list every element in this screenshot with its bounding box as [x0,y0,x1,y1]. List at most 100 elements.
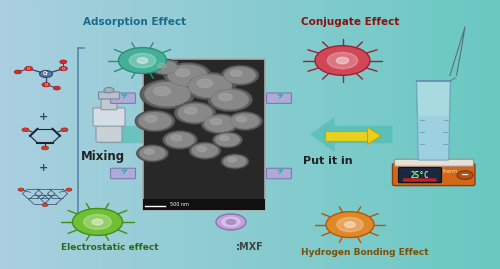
Bar [255,0,258,269]
Circle shape [144,149,154,154]
Circle shape [197,146,206,151]
Bar [375,0,378,269]
Text: O: O [62,67,65,70]
Bar [180,0,182,269]
Bar [285,0,288,269]
Circle shape [137,58,148,63]
Bar [348,0,350,269]
Bar [362,0,365,269]
Bar [162,0,165,269]
Circle shape [197,79,212,87]
Bar [355,0,358,269]
Bar [492,0,495,269]
Bar [290,0,292,269]
Circle shape [158,63,166,68]
Bar [345,0,348,269]
FancyBboxPatch shape [96,117,122,142]
Circle shape [326,212,374,238]
Bar [160,0,162,269]
Bar [485,0,488,269]
Circle shape [201,114,239,134]
Circle shape [42,83,50,87]
Circle shape [60,66,68,71]
Text: 25°C: 25°C [411,171,429,180]
Bar [462,0,465,269]
Bar [8,0,10,269]
Bar [350,0,352,269]
Bar [18,0,20,269]
Bar [128,0,130,269]
Bar [412,0,415,269]
Bar [95,0,98,269]
Bar [102,0,105,269]
Bar [292,0,295,269]
Bar [38,0,40,269]
Bar [75,0,78,269]
Text: Cr: Cr [43,72,49,76]
Bar [302,0,305,269]
Bar [188,0,190,269]
Circle shape [328,52,358,69]
Bar [252,0,255,269]
Bar [310,0,312,269]
Bar [142,0,145,269]
Circle shape [14,70,21,74]
Bar [468,0,470,269]
Circle shape [144,82,191,107]
Bar [262,0,265,269]
Bar [0,0,2,269]
Circle shape [136,145,168,162]
Bar [178,0,180,269]
Circle shape [40,70,52,77]
Polygon shape [416,81,450,160]
Bar [182,0,185,269]
Bar [158,0,160,269]
Bar [265,0,268,269]
Circle shape [204,115,236,132]
Bar [370,0,372,269]
Circle shape [220,136,229,141]
Bar [422,0,425,269]
Bar [10,0,12,269]
Bar [288,0,290,269]
Circle shape [222,217,240,227]
FancyBboxPatch shape [398,168,442,183]
Bar [450,0,452,269]
Bar [420,0,422,269]
Circle shape [336,57,348,64]
Bar [480,0,482,269]
Text: +: + [40,112,48,122]
Bar [272,0,275,269]
Bar [98,0,100,269]
Circle shape [154,87,170,96]
Circle shape [216,214,246,230]
Text: therm: therm [442,169,458,174]
Bar [172,0,175,269]
Bar [442,0,445,269]
Circle shape [177,103,213,123]
Circle shape [152,61,178,74]
Bar [30,0,32,269]
Circle shape [92,219,103,225]
Bar [135,0,138,269]
Bar [460,0,462,269]
Circle shape [118,48,166,73]
Circle shape [145,116,157,122]
Bar [430,0,432,269]
Circle shape [228,158,236,162]
Bar [400,0,402,269]
Bar [185,0,188,269]
Bar [495,0,498,269]
Text: +: + [40,163,48,173]
Circle shape [219,94,232,101]
Bar [202,0,205,269]
Bar [32,0,35,269]
Text: :MXF: :MXF [236,242,264,253]
Circle shape [315,46,370,75]
Bar [392,0,395,269]
Bar [315,0,318,269]
Bar [308,0,310,269]
Circle shape [176,69,190,77]
Bar [15,0,18,269]
Circle shape [210,119,222,125]
